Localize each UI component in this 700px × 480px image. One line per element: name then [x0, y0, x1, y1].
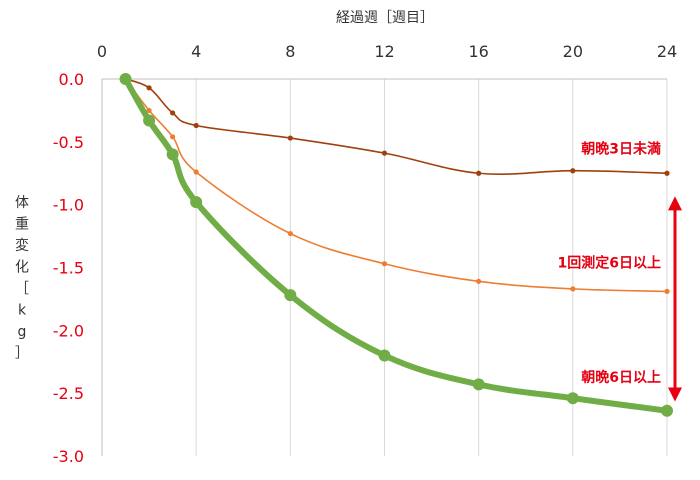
axis-layer	[101, 78, 667, 456]
y-tick-label: -2.0	[53, 321, 84, 340]
data-point	[476, 170, 482, 176]
data-point	[476, 278, 482, 284]
data-point	[190, 196, 203, 209]
data-point	[119, 73, 132, 85]
data-point	[287, 230, 293, 237]
x-tick-label: 20	[563, 42, 583, 61]
text-layer: 経過週［週目］ 体重変化［ k g ］ 0 4 8 12 16 20 24 0.0 -0.5 -1.0 -…	[15, 10, 677, 466]
y-tick-label: -3.0	[53, 447, 84, 466]
series-1	[122, 76, 670, 176]
x-tick-label: 0	[97, 42, 107, 61]
x-tick-label: 12	[374, 42, 394, 61]
data-point	[170, 134, 176, 140]
data-point	[146, 107, 152, 114]
data-point	[381, 261, 388, 267]
x-axis-title: 経過週［週目］	[336, 10, 434, 26]
series-line	[122, 76, 670, 414]
data-point	[166, 148, 179, 161]
series-label: 朝晩6日以上	[581, 369, 661, 386]
series-line	[124, 78, 668, 293]
series-label: 1回測定6日以上	[558, 254, 661, 271]
y-tick-label: 0.0	[59, 70, 84, 89]
data-point	[566, 392, 579, 405]
data-point	[664, 170, 670, 176]
y-axis-title: 体重変化［ k g ］	[15, 195, 29, 362]
data-point	[570, 168, 576, 174]
x-tick-label: 8	[285, 42, 295, 61]
arrow-head-up	[668, 196, 682, 211]
x-tick-label: 24	[657, 42, 677, 61]
data-point	[664, 288, 670, 294]
data-point	[193, 169, 199, 175]
y-tick-label: -0.5	[53, 133, 84, 152]
x-tick-label: 16	[468, 42, 488, 61]
series-line	[124, 78, 668, 176]
annotation-layer	[668, 196, 682, 402]
y-tick-label: -2.5	[53, 384, 84, 403]
y-tick-label: -1.5	[53, 259, 84, 278]
x-tick-label: 4	[191, 42, 201, 61]
data-point	[193, 122, 199, 129]
data-point	[170, 110, 176, 116]
data-point	[143, 114, 156, 127]
data-point	[287, 135, 293, 141]
data-point	[284, 289, 297, 302]
grid-layer	[195, 79, 668, 456]
series-3	[119, 73, 673, 417]
data-point	[661, 404, 673, 417]
data-point	[472, 378, 485, 391]
data-point	[570, 286, 576, 292]
data-point	[381, 150, 388, 156]
series-label: 朝晩3日未満	[581, 140, 661, 157]
data-point	[378, 349, 391, 362]
y-tick-label: -1.0	[53, 196, 84, 215]
difference-arrow	[668, 196, 682, 402]
series-layer	[119, 73, 673, 417]
arrow-head-down	[668, 387, 682, 402]
data-point	[146, 85, 152, 91]
